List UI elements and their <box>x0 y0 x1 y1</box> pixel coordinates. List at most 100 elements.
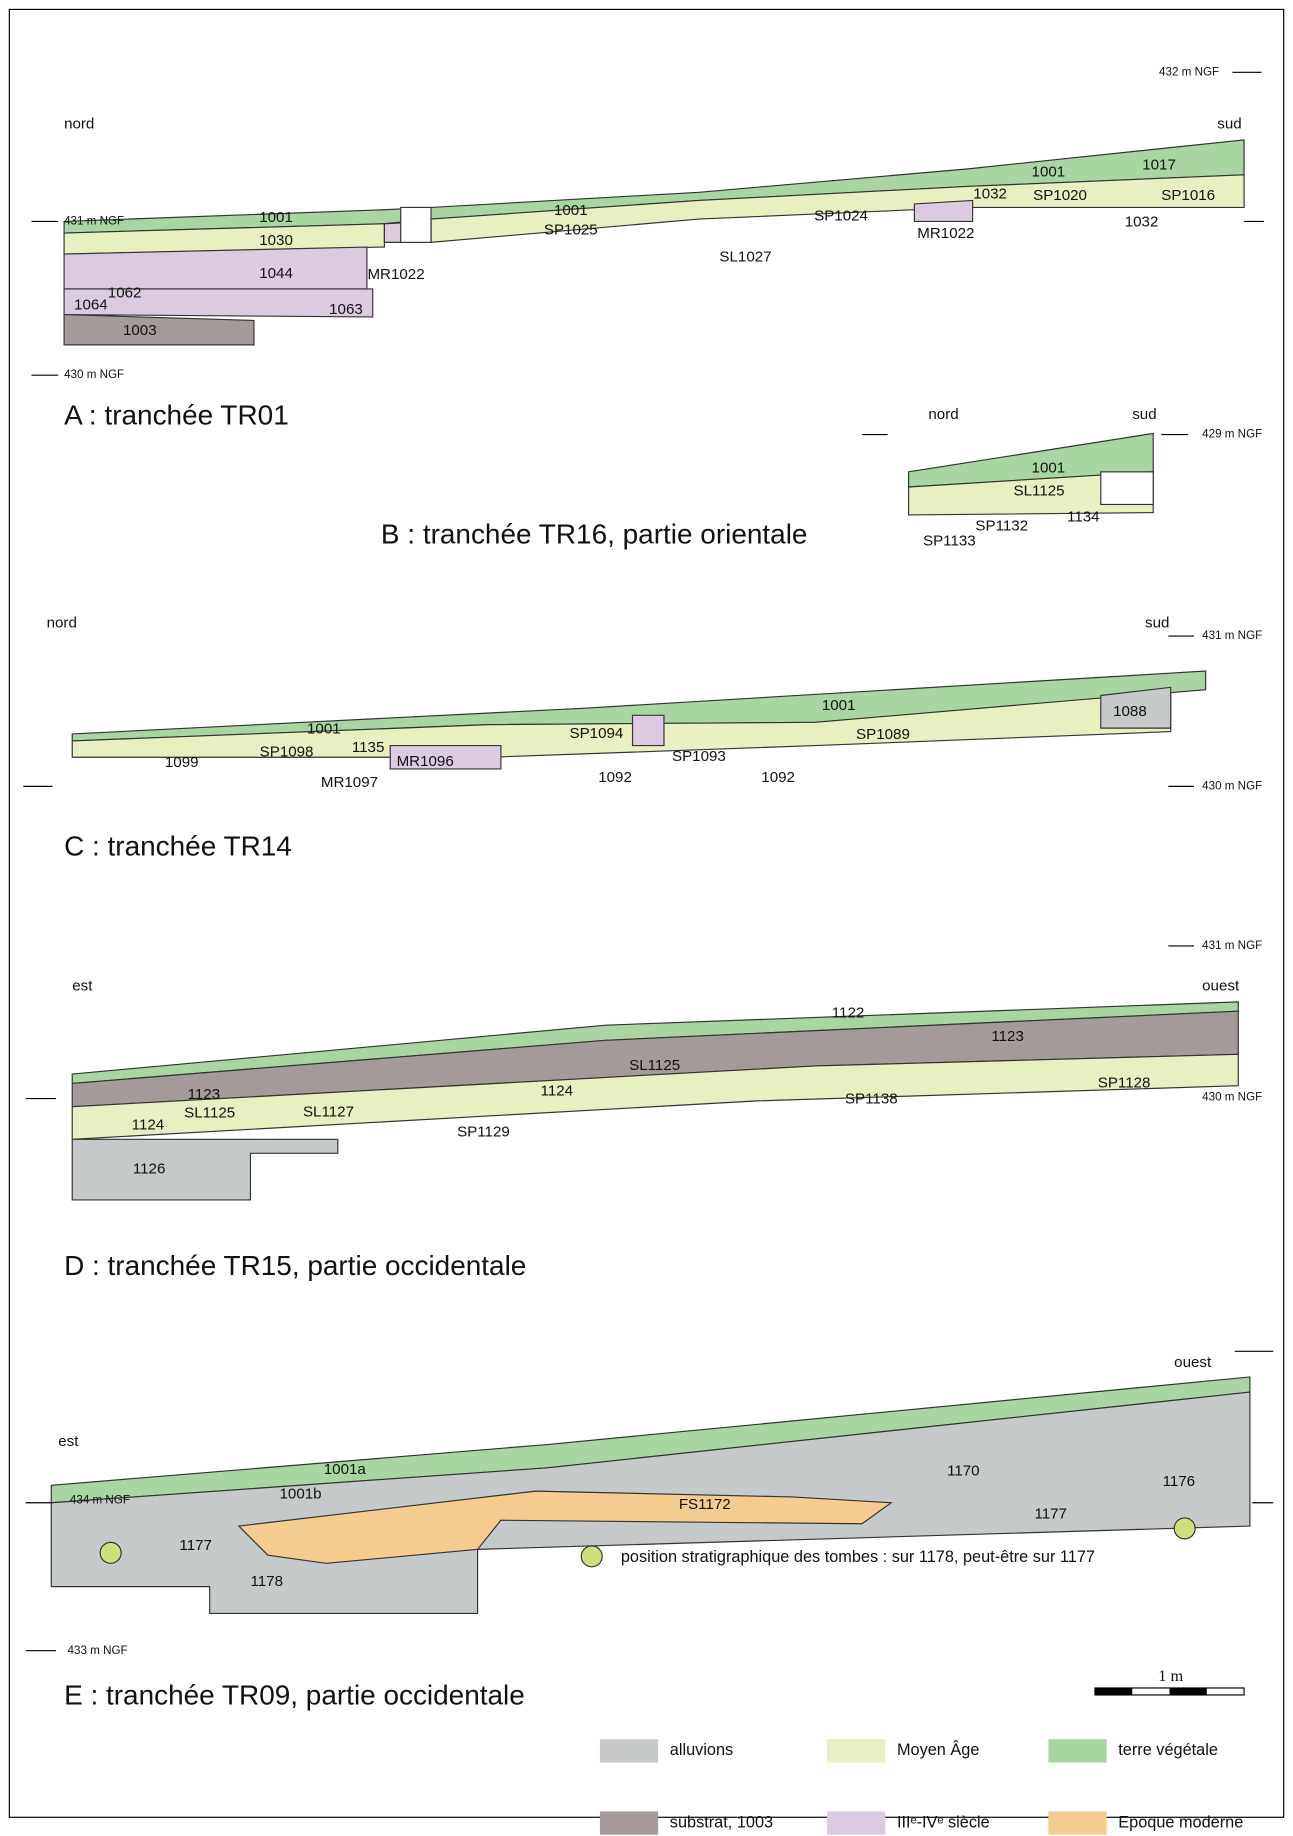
unit-label: SP1020 <box>1033 187 1087 204</box>
unit-label: 1001 <box>554 202 588 219</box>
unit-label: SP1024 <box>814 208 868 225</box>
unit-label: 1092 <box>761 769 795 786</box>
layer <box>71 691 1172 758</box>
unit-label: SL1125 <box>629 1057 680 1074</box>
layer <box>1100 686 1172 729</box>
unit-label: 1170 <box>947 1462 980 1479</box>
unit-label: SL1125 <box>1014 483 1065 500</box>
layer <box>63 313 255 346</box>
legend-swatch <box>1048 1739 1107 1763</box>
level-label: 430 m NGF <box>64 368 124 381</box>
unit-label: 1032 <box>1125 214 1159 231</box>
unit-label: SP1129 <box>457 1123 510 1140</box>
legend-label: alluvions <box>670 1741 733 1759</box>
level-label: 434 m NGF <box>70 1494 130 1507</box>
unit-label: 1001 <box>307 720 341 737</box>
unit-label: SP1128 <box>1098 1074 1151 1091</box>
level-label: 431 m NGF <box>1202 939 1262 952</box>
layer <box>908 471 1154 516</box>
legend-swatch <box>827 1811 886 1835</box>
unit-label: 1032 <box>973 186 1007 203</box>
orientation-label: sud <box>1145 614 1169 631</box>
stone <box>1100 471 1154 506</box>
unit-label: 1001 <box>1032 163 1066 180</box>
legend-label: Epoque moderne <box>1118 1813 1243 1831</box>
level-label: 429 m NGF <box>1202 428 1262 441</box>
layer <box>63 246 368 290</box>
unit-label: 1124 <box>541 1083 574 1100</box>
level-label: 430 m NGF <box>1202 1090 1262 1103</box>
orientation-label: ouest <box>1174 1354 1212 1371</box>
layer <box>430 174 1245 244</box>
unit-label: SP1093 <box>672 748 726 765</box>
unit-label: SP1016 <box>1161 187 1215 204</box>
legend-label: substrat, 1003 <box>670 1813 773 1831</box>
unit-label: 1134 <box>1067 508 1100 525</box>
unit-label: 1122 <box>832 1005 865 1022</box>
unit-label: MR1096 <box>397 753 454 770</box>
level-label: 432 m NGF <box>1159 65 1219 78</box>
unit-label: 1123 <box>991 1028 1024 1045</box>
unit-label: 1001 <box>1032 459 1066 476</box>
section-d <box>71 1001 1239 1201</box>
unit-label: SP1132 <box>975 518 1028 535</box>
unit-label: SP1094 <box>569 725 623 742</box>
unit-label: 1001b <box>280 1486 322 1503</box>
section-b <box>908 432 1154 516</box>
layer <box>63 288 374 318</box>
unit-label: SL1027 <box>719 249 771 266</box>
level-label: 430 m NGF <box>1202 779 1262 792</box>
note: position stratigraphique des tombes : su… <box>621 1548 1095 1566</box>
scale-bar: 1 m <box>1094 1666 1245 1696</box>
legend-label: IIIᵉ-IVᵉ siècle <box>897 1813 990 1831</box>
unit-label: SP1133 <box>923 533 976 550</box>
unit-label: MR1022 <box>917 225 974 242</box>
tomb-marker <box>580 1545 603 1568</box>
unit-label: 1177 <box>179 1537 212 1554</box>
tomb-marker <box>1173 1517 1196 1540</box>
level-label: 431 m NGF <box>64 214 124 227</box>
unit-label: 1001a <box>324 1461 367 1478</box>
unit-label: 1030 <box>259 232 293 249</box>
layer <box>389 745 502 770</box>
scale-label: 1 m <box>1158 1666 1183 1685</box>
unit-label: SP1138 <box>845 1091 898 1108</box>
legend-swatch <box>1048 1811 1107 1835</box>
orientation-label: sud <box>1132 406 1156 423</box>
unit-label: 1178 <box>250 1573 283 1590</box>
orientation-label: nord <box>928 406 958 423</box>
unit-label: 1064 <box>74 296 108 313</box>
section-c <box>71 670 1207 770</box>
orientation-label: est <box>58 1433 79 1450</box>
layer <box>63 223 385 255</box>
layer <box>71 1138 339 1201</box>
unit-label: 1176 <box>1163 1473 1196 1490</box>
unit-label: 1126 <box>133 1161 166 1178</box>
unit-label: 1003 <box>123 322 157 339</box>
tomb-marker <box>99 1541 122 1564</box>
unit-label: 1017 <box>1142 156 1176 173</box>
unit-label: SP1098 <box>260 744 314 761</box>
unit-label: 1099 <box>165 754 199 771</box>
unit-label: 1123 <box>188 1086 221 1103</box>
layer <box>913 199 974 222</box>
unit-label: SL1125 <box>184 1105 235 1122</box>
orientation-label: nord <box>47 614 77 631</box>
unit-label: 1001 <box>259 209 293 226</box>
section-title: D : tranchée TR15, partie occidentale <box>64 1250 526 1281</box>
section-title: A : tranchée TR01 <box>64 399 289 430</box>
unit-label: 1063 <box>329 301 363 318</box>
legend-swatch <box>827 1739 886 1763</box>
legend-swatch <box>599 1739 659 1763</box>
unit-label: FS1172 <box>679 1496 731 1513</box>
unit-label: 1088 <box>1113 703 1147 720</box>
unit-label: 1092 <box>598 769 632 786</box>
orientation-label: est <box>72 978 93 995</box>
unit-label: SP1089 <box>856 726 910 743</box>
orientation-label: nord <box>64 116 94 133</box>
unit-label: 1177 <box>1034 1505 1067 1522</box>
unit-label: 1124 <box>132 1116 165 1133</box>
section-e: position stratigraphique des tombes : su… <box>50 1376 1251 1615</box>
layer <box>237 1490 893 1564</box>
